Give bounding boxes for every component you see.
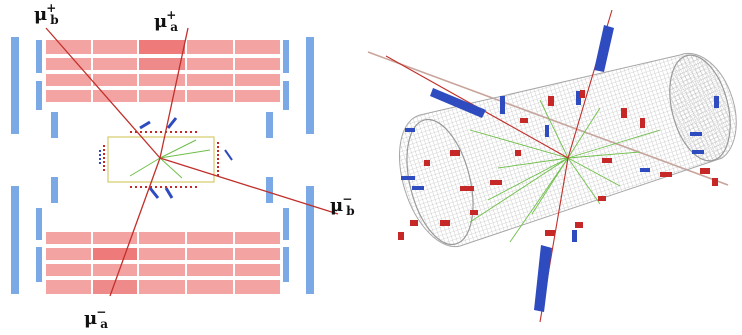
label-mu-a-minus: μ−a bbox=[84, 305, 109, 331]
label-mu-a-plus: μ+a bbox=[154, 8, 179, 34]
3d-blue-hits bbox=[401, 25, 719, 312]
transverse-view bbox=[11, 27, 339, 297]
calorimeter-lower bbox=[46, 232, 280, 294]
label-mu-b-plus: μ+b bbox=[34, 1, 59, 27]
3d-view bbox=[367, 9, 737, 323]
muon-tracks bbox=[45, 27, 339, 297]
muon-chambers-left bbox=[11, 37, 58, 294]
3d-red-hits bbox=[398, 90, 718, 240]
tracker-box bbox=[99, 117, 233, 199]
label-mu-b-minus: μ−b bbox=[330, 192, 355, 218]
tracker-hits bbox=[99, 117, 233, 199]
calorimeter-upper bbox=[46, 40, 280, 102]
muon-chambers-right bbox=[266, 37, 314, 294]
tracker-tracks bbox=[129, 139, 211, 179]
detector-cylinder bbox=[398, 52, 737, 248]
3d-tracker-tracks bbox=[469, 99, 661, 243]
